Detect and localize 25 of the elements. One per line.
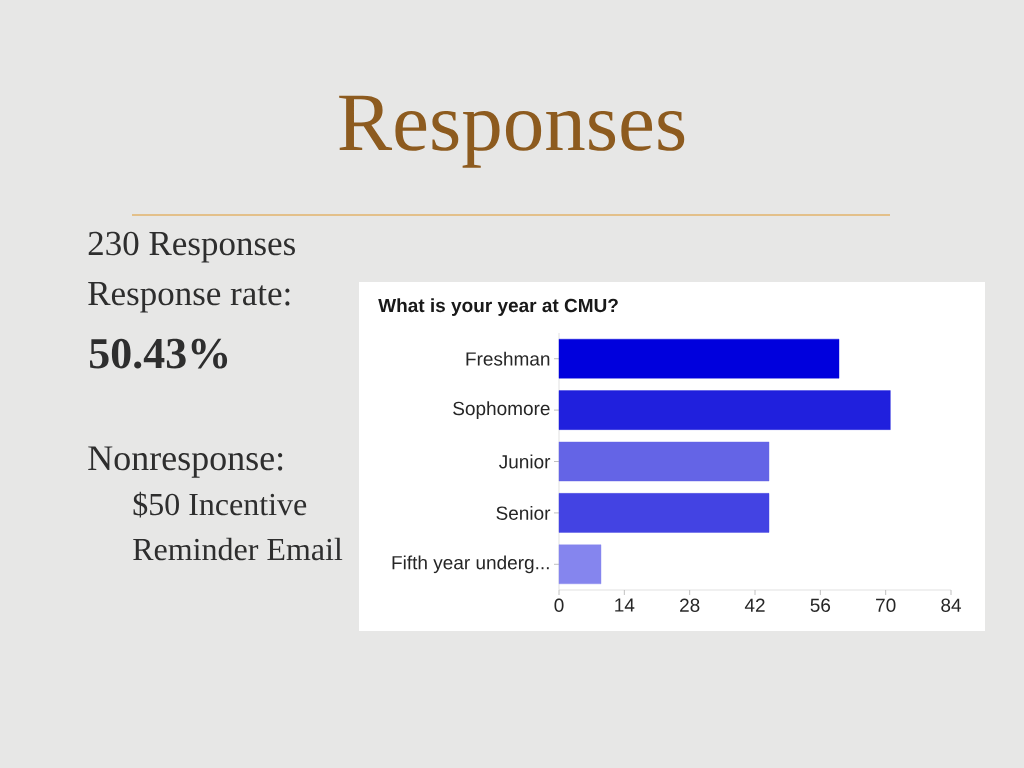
y-tick-label: Sophomore [453,401,550,419]
x-tick-label: 14 [615,598,635,612]
chart-title: Responses [339,95,685,168]
x-tick-label: 84 [941,598,962,612]
bar [558,441,770,482]
x-tick-label: 56 [810,598,831,612]
text: 230 Responses [88,231,295,263]
text: 50.43% [89,338,228,369]
text: Response rate: [88,282,290,313]
x-tick-label: 70 [876,598,896,612]
y-tick-label: Freshman [466,351,550,366]
chart-subtitle: What is your year at CMU? [378,298,618,316]
text: Reminder Email [133,537,343,561]
bar [558,544,602,585]
x-tick-label: 42 [744,598,765,612]
y-tick-label: Fifth year underg... [392,555,549,574]
y-tick-label: Senior [496,505,551,520]
y-tick-label: Junior [499,454,551,469]
bar [558,493,770,533]
bar [558,390,891,430]
x-tick-label: 28 [680,598,700,612]
text: Nonresponse: [88,446,283,478]
bar [558,338,840,379]
text: $50 Incentive [133,491,307,518]
x-tick-label: 0 [554,598,564,612]
